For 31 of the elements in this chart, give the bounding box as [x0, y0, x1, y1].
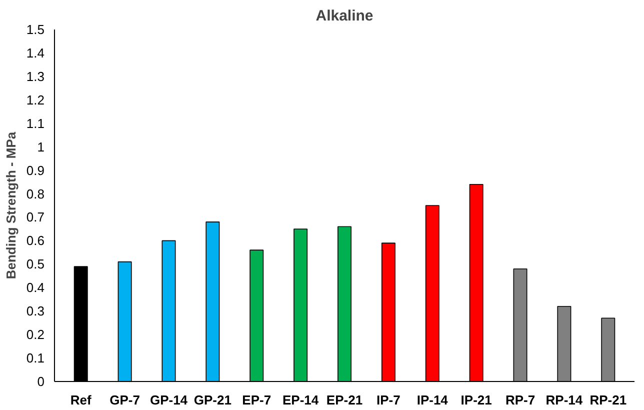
y-tick-label: 0.1: [26, 350, 45, 366]
y-tick-label: 0.2: [26, 327, 45, 342]
x-tick-label: IP-7: [376, 392, 400, 408]
y-tick-label: 1.4: [26, 45, 45, 60]
x-tick-label: EP-21: [326, 392, 363, 408]
x-tick-label: EP-14: [282, 392, 320, 408]
y-tick-label: 0.7: [26, 210, 45, 225]
x-tick-label: RP-21: [590, 392, 627, 408]
x-tick-label: Ref: [70, 392, 92, 408]
y-tick-label: 0.5: [26, 256, 45, 272]
y-tick-label: 1.2: [26, 92, 45, 108]
y-tick-label: 0.3: [26, 304, 45, 319]
y-tick-label: 0.4: [26, 280, 45, 296]
y-axis-title: Bending Strength - MPa: [3, 131, 18, 280]
y-tick-label: 1.1: [26, 116, 45, 131]
x-tick-label: IP-14: [416, 392, 449, 408]
x-tick-label: IP-21: [460, 392, 492, 408]
y-tick-label: 0.6: [26, 233, 45, 248]
y-tick-label: 1.5: [26, 22, 45, 37]
chart-title: Alkaline: [316, 8, 374, 24]
x-tick-label: RP-7: [505, 392, 536, 408]
y-tick-label: 0.9: [26, 162, 45, 178]
y-tick-label: 1: [37, 139, 45, 154]
x-tick-label: EP-7: [242, 392, 272, 408]
y-tick-label: 0: [37, 374, 45, 389]
x-tick-label: GP-7: [110, 392, 140, 408]
x-tick-label: GP-21: [194, 392, 232, 408]
y-tick-label: 1.3: [26, 68, 45, 84]
x-tick-label: GP-14: [150, 392, 188, 408]
x-tick-label: RP-14: [546, 392, 584, 408]
y-tick-label: 0.8: [26, 186, 45, 202]
